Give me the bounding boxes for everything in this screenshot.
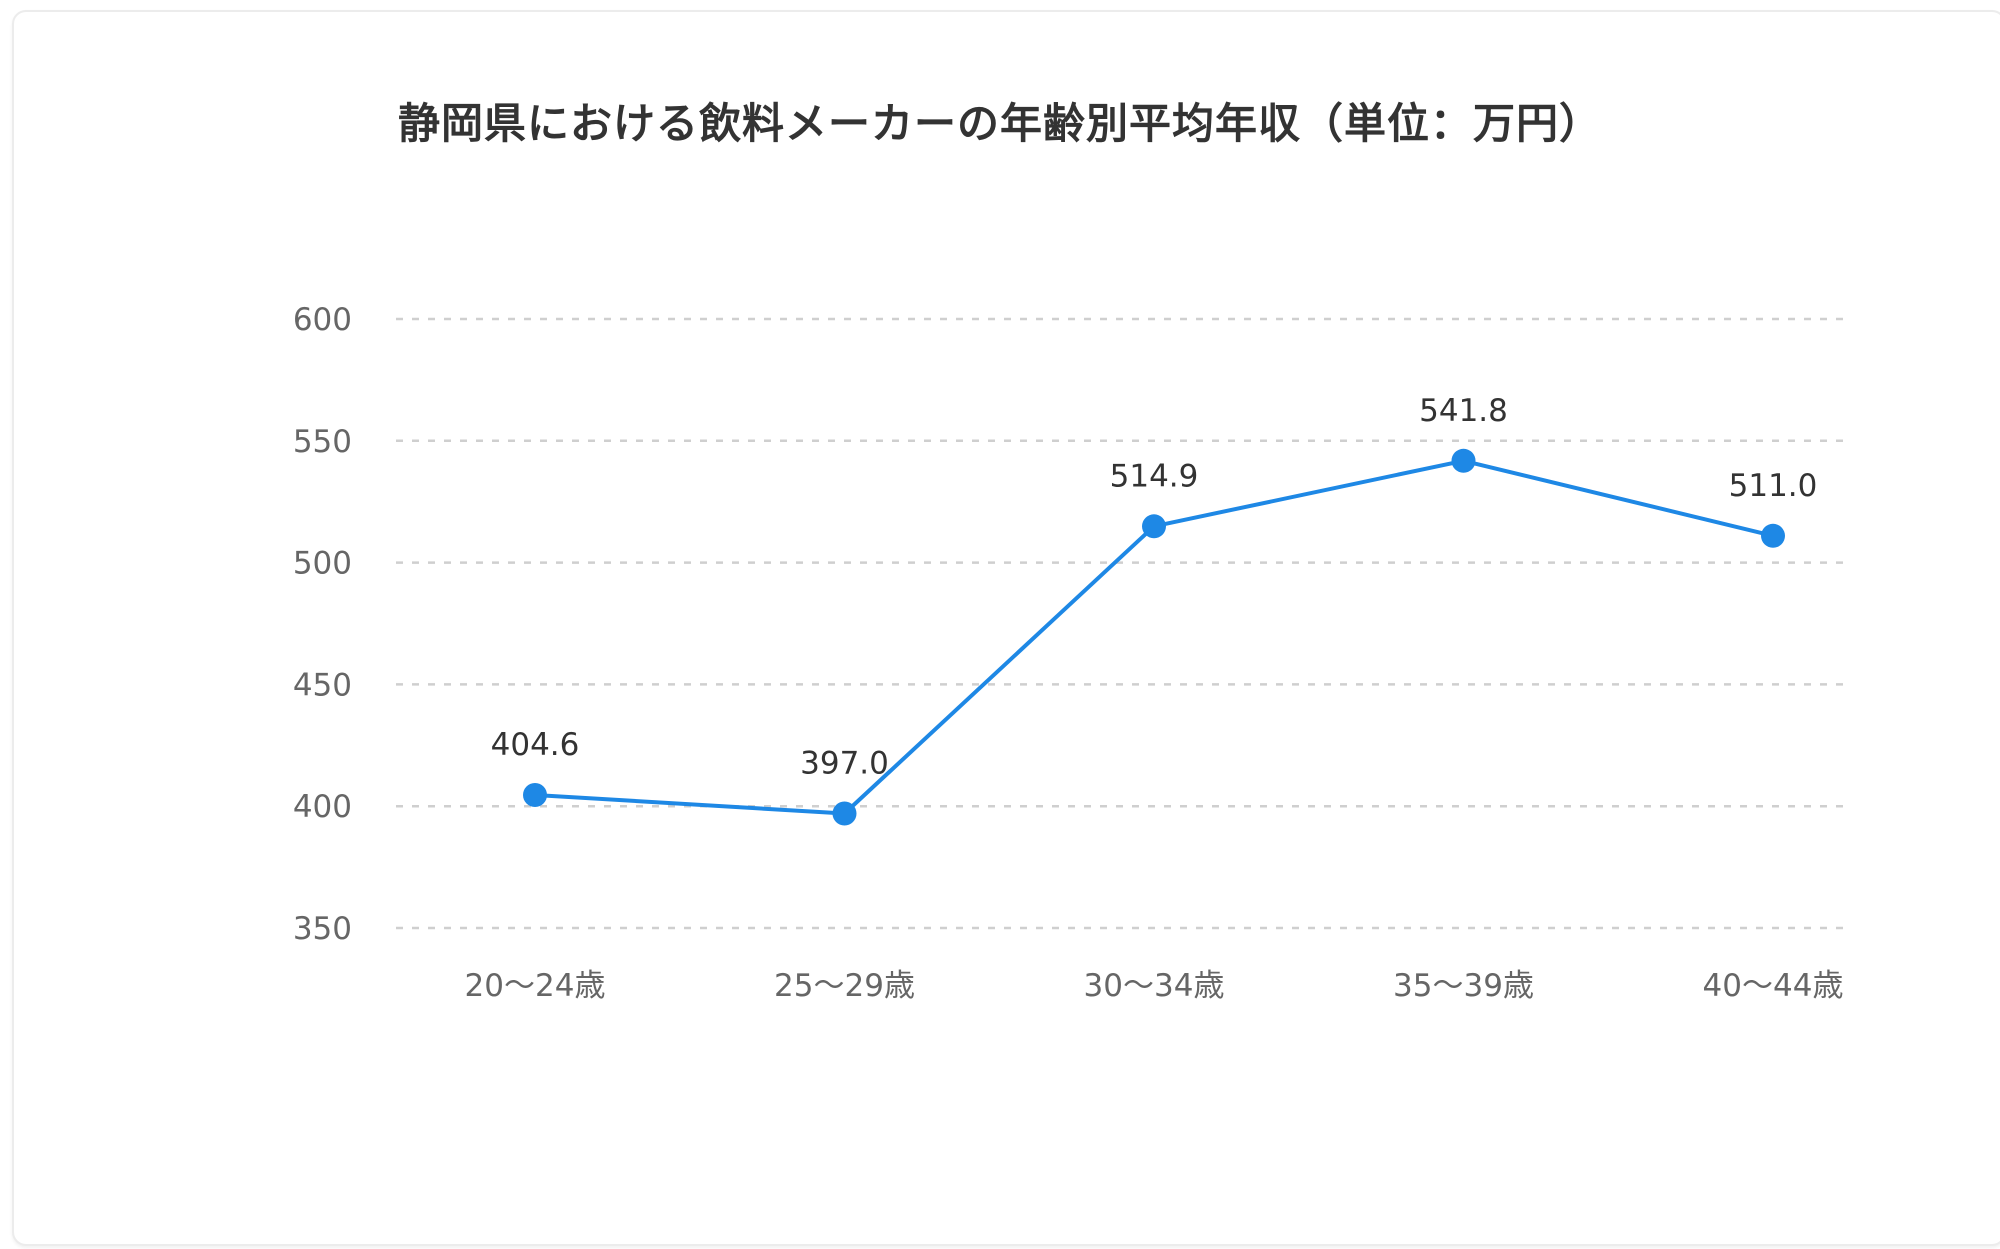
y-tick-label: 500 — [293, 546, 352, 582]
chart-title: 静岡県における飲料メーカーの年齢別平均年収（単位：万円） — [398, 99, 1603, 148]
data-label: 541.8 — [1419, 393, 1508, 429]
data-point[interactable] — [1142, 514, 1166, 539]
y-axis: 350 400 450 500 550 600 — [293, 302, 352, 947]
series-line — [534, 458, 1774, 816]
x-tick-label: 25～29歳 — [774, 968, 915, 1004]
data-point[interactable] — [832, 801, 857, 826]
chart-card: 静岡県における飲料メーカーの年齢別平均年収（単位：万円） — [12, 10, 2000, 1246]
x-tick-label: 20～24歳 — [465, 968, 606, 1004]
data-label: 511.0 — [1729, 468, 1818, 504]
series — [523, 448, 1785, 826]
data-labels: 404.6 397.0 514.9 541.8 511.0 — [491, 393, 1818, 782]
y-tick-label: 550 — [293, 424, 352, 460]
y-tick-label: 350 — [293, 911, 352, 947]
data-point[interactable] — [523, 782, 547, 807]
x-tick-label: 30～34歳 — [1084, 968, 1225, 1004]
data-label: 404.6 — [491, 727, 580, 763]
y-tick-label: 400 — [293, 789, 352, 825]
x-tick-label: 40～44歳 — [1703, 968, 1844, 1004]
data-label: 397.0 — [800, 746, 889, 782]
x-tick-label: 35～39歳 — [1393, 968, 1534, 1004]
x-axis: 20～24歳 25～29歳 30～34歳 35～39歳 40～44歳 — [465, 968, 1844, 1004]
y-tick-label: 450 — [293, 667, 352, 703]
grid-lines — [396, 317, 1850, 930]
y-tick-label: 600 — [293, 302, 352, 338]
data-label: 514.9 — [1110, 458, 1199, 494]
data-point[interactable] — [1761, 523, 1785, 548]
data-point[interactable] — [1451, 448, 1476, 473]
